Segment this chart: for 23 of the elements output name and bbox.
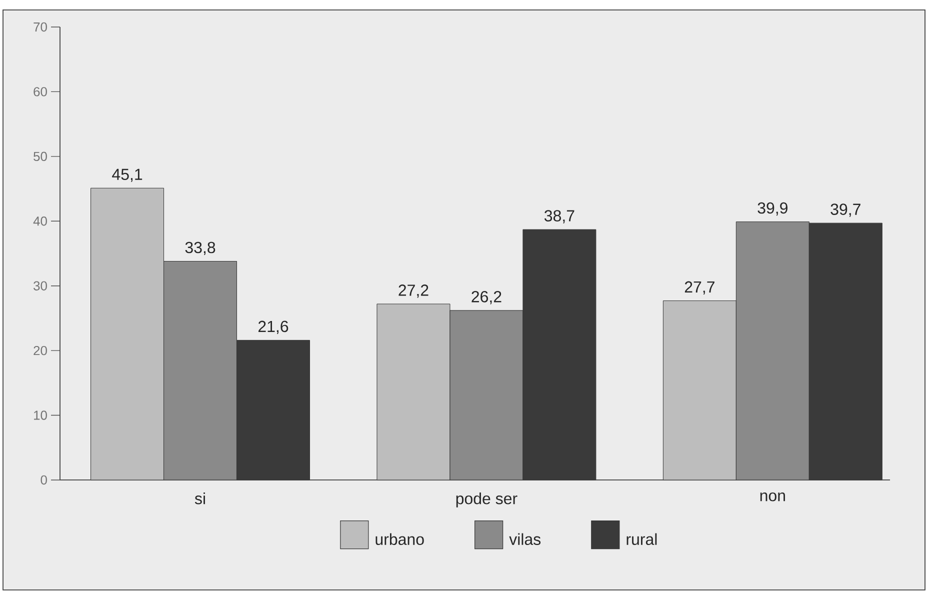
- x-tick-label: si: [194, 492, 205, 504]
- data-label: 27,7: [684, 281, 714, 295]
- data-label: 26,2: [472, 291, 502, 304]
- y-tick-label: 40: [33, 216, 47, 226]
- data-label: 45,1: [112, 168, 142, 182]
- data-label: 33,8: [185, 242, 216, 256]
- y-tick-label: 30: [34, 281, 47, 290]
- y-tick-label: 70: [34, 22, 47, 32]
- data-label: 38,7: [544, 210, 574, 224]
- y-tick-label: 0: [40, 475, 47, 485]
- x-tick-label: pode ser: [456, 492, 518, 508]
- y-tick-label: 50: [34, 152, 47, 162]
- legend-label: urbano: [376, 533, 424, 546]
- y-tick-label: 10: [34, 410, 47, 420]
- data-label: 21,6: [258, 320, 288, 334]
- data-label: 39,7: [830, 204, 860, 217]
- y-tick-label: 60: [34, 87, 47, 96]
- x-tick-label: non: [760, 492, 785, 502]
- data-label: 27,2: [398, 284, 428, 298]
- legend-label: vilas: [509, 533, 541, 546]
- y-tick-label: 20: [34, 346, 47, 356]
- data-label: 39,9: [758, 202, 788, 216]
- legend-label: rural: [626, 533, 657, 546]
